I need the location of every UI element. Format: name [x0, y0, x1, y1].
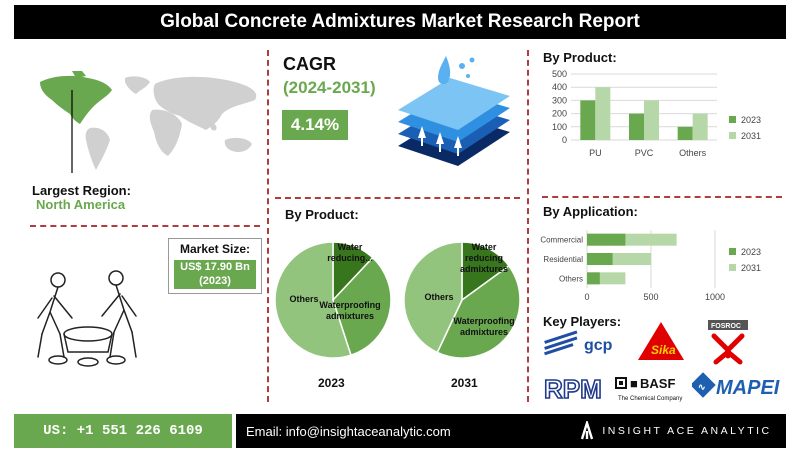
legend-label: 2023	[741, 247, 761, 257]
y-tick-label: 100	[552, 122, 567, 132]
cagr-label: CAGR	[283, 54, 336, 74]
svg-text:∿: ∿	[698, 382, 706, 392]
y-tick-label: Others	[559, 274, 583, 283]
y-tick-label: Commercial	[540, 236, 583, 245]
pie-label: reducing	[465, 253, 503, 263]
footer-email: Email: info@insightaceanalytic.com	[236, 414, 566, 448]
svg-text:MAPEI: MAPEI	[716, 377, 780, 399]
x-tick-label: 1000	[705, 292, 725, 302]
y-tick-label: 0	[562, 135, 567, 145]
x-tick-label: 0	[584, 292, 589, 302]
market-size-box: Market Size: US$ 17.90 Bn (2023)	[168, 238, 262, 294]
largest-region-label: Largest Region:	[32, 183, 131, 198]
svg-text:FOSROC: FOSROC	[711, 323, 741, 330]
svg-text:gcp: gcp	[584, 337, 613, 354]
pie-slice-2031-0	[461, 241, 510, 302]
bar-application-chart: 0 500 1000 Commercial Residential Others 2023 2…	[540, 230, 761, 302]
largest-region-value: North America	[36, 197, 126, 212]
basf-logo: ■ BASF The Chemical Company	[615, 376, 682, 402]
divider-left	[267, 50, 269, 402]
cagr-value: 4.14%	[282, 110, 348, 140]
rpm-logo: RPM	[543, 373, 602, 404]
pie-year-2023: 2023	[318, 376, 345, 390]
bar-pvc-2031	[644, 100, 659, 140]
pie-slice-2023-1	[332, 256, 392, 357]
svg-text:RPM: RPM	[544, 374, 602, 404]
pie-label: Water	[338, 242, 363, 252]
pie-label: admixtures	[460, 264, 508, 274]
pie-charts: Waterreducing...WaterproofingadmixturesO…	[274, 241, 521, 359]
legend-swatch-2031	[729, 132, 736, 139]
brand-logo-icon	[581, 421, 594, 440]
market-size-year: (2023)	[199, 275, 231, 287]
y-tick-label: 500	[552, 69, 567, 79]
bar-others-2023	[587, 272, 600, 285]
bar-others-2023	[677, 126, 693, 140]
bar-residential-2023	[587, 253, 613, 265]
legend-swatch-2031	[729, 264, 736, 271]
gcp-logo: gcp	[544, 330, 613, 356]
footer-phone: US: +1 551 226 6109	[14, 414, 232, 448]
pie-label: Others	[289, 294, 318, 304]
pie-year-2031: 2031	[451, 376, 478, 390]
footer-brand-text: INSIGHT ACE ANALYTIC	[602, 425, 772, 437]
pie-section-title: By Product:	[285, 207, 359, 222]
bar-pvc-2023	[629, 113, 644, 140]
x-tick-label: 500	[643, 292, 658, 302]
divider-right	[527, 50, 529, 402]
pie-label: admixtures	[326, 311, 374, 321]
legend-label: 2031	[741, 131, 761, 141]
legend-label: 2031	[741, 263, 761, 273]
key-players-title: Key Players:	[543, 314, 622, 329]
legend-swatch-2023	[729, 248, 736, 255]
footer-brand: INSIGHT ACE ANALYTIC	[566, 414, 786, 448]
bar-product-chart: 0 100 200 300 400 500 PU PVC Others 2023 2031	[552, 69, 761, 158]
fosroc-logo: FOSROC	[708, 320, 748, 365]
market-size-label: Market Size:	[179, 242, 251, 256]
waterproof-layers-icon	[398, 56, 510, 166]
x-tick-label: PVC	[635, 148, 654, 158]
y-tick-label: 200	[552, 109, 567, 119]
pie-label: Waterproofing	[319, 300, 380, 310]
svg-text:■: ■	[630, 376, 638, 391]
sika-logo: Sika	[638, 322, 684, 360]
bar-pu-2031	[595, 87, 611, 140]
x-tick-label: Others	[679, 148, 707, 158]
pie-slice-2023-2	[274, 241, 352, 359]
y-tick-label: Residential	[543, 255, 583, 264]
legend-swatch-2023	[729, 116, 736, 123]
world-map-icon	[40, 71, 257, 173]
svg-text:BASF: BASF	[640, 376, 675, 391]
bar-product-title: By Product:	[543, 50, 617, 65]
y-tick-label: 300	[552, 95, 567, 105]
mapei-logo: ∿ MAPEI	[692, 372, 780, 399]
workers-illustration-icon	[37, 270, 137, 367]
page-title: Global Concrete Admixtures Market Resear…	[14, 5, 786, 39]
market-size-value: US$ 17.90 Bn (2023)	[174, 260, 256, 289]
bar-pu-2023	[580, 100, 596, 140]
legend-label: 2023	[741, 115, 761, 125]
y-tick-label: 400	[552, 82, 567, 92]
pie-label: Water	[472, 242, 497, 252]
divider-mid-h	[275, 197, 520, 199]
pie-label: admixtures	[460, 327, 508, 337]
pie-label: reducing...	[327, 253, 373, 263]
divider-right-h	[542, 196, 782, 198]
pie-label: Waterproofing	[453, 316, 514, 326]
x-tick-label: PU	[589, 148, 602, 158]
svg-text:The Chemical Company: The Chemical Company	[618, 396, 682, 402]
pie-slice-2031-1	[436, 264, 521, 359]
svg-text:Sika: Sika	[651, 343, 676, 357]
pie-label: Others	[424, 292, 453, 302]
pie-slice-2031-2	[403, 241, 463, 354]
cagr-period: (2024-2031)	[283, 78, 376, 97]
bar-application-title: By Application:	[543, 204, 638, 219]
bar-commercial-2023	[587, 233, 626, 246]
bar-others-2031	[692, 113, 708, 140]
market-size-amount: US$ 17.90 Bn	[180, 261, 250, 273]
divider-left-h	[30, 225, 260, 227]
